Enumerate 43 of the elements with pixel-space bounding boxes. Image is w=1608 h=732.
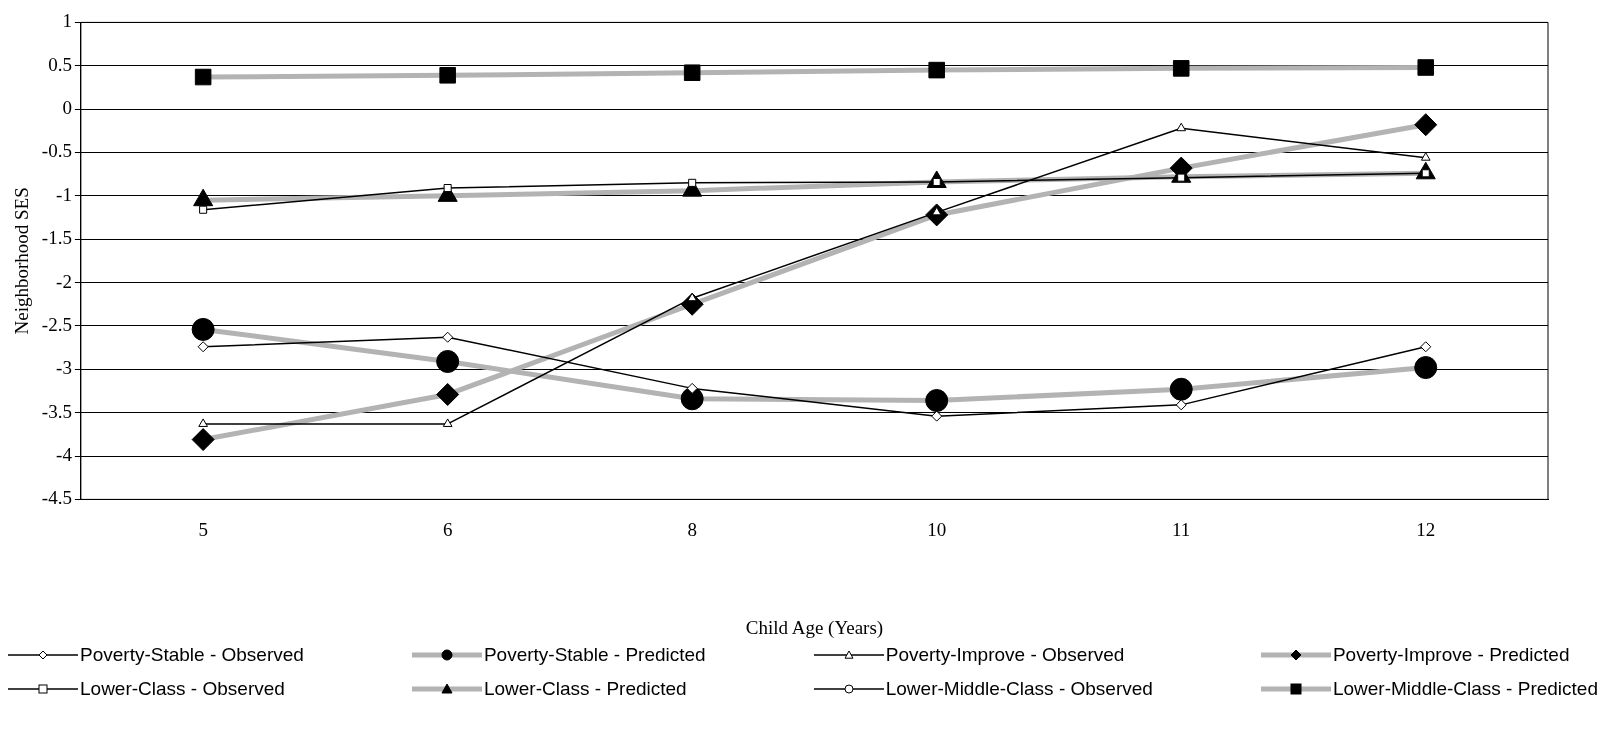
x-axis-title: Child Age (Years)	[745, 616, 884, 639]
point	[1176, 122, 1187, 132]
point	[1420, 341, 1432, 353]
point	[686, 382, 698, 394]
legend-label: Lower-Middle-Class - Predicted	[1332, 678, 1598, 700]
legend-label: Poverty-Stable - Observed	[80, 644, 304, 666]
point	[198, 418, 208, 427]
y-tick-label: 1	[62, 10, 72, 32]
legend-label: Lower-Middle-Class - Observed	[885, 678, 1153, 700]
y-tick-label: -0.5	[41, 140, 72, 162]
point	[931, 410, 943, 422]
x-tick-label: 5	[198, 518, 208, 540]
point	[443, 184, 452, 193]
y-tick-label: -3.5	[41, 400, 72, 422]
point	[442, 418, 453, 427]
x-tick-label: 8	[687, 518, 697, 540]
y-tick-label: -4	[56, 444, 73, 466]
point	[199, 205, 208, 214]
y-tick-label: -1	[56, 183, 72, 205]
y-tick-label: -2	[56, 270, 72, 292]
y-axis-title: Neighborhood SES	[11, 187, 33, 335]
legend-label: Poverty-Improve - Predicted	[1332, 644, 1570, 666]
legend-label: Lower-Class - Observed	[80, 678, 285, 700]
legend-label: Poverty-Improve - Observed	[885, 644, 1125, 666]
y-tick-label: -4.5	[41, 487, 72, 509]
point	[197, 341, 209, 353]
point	[1177, 173, 1186, 182]
point	[688, 178, 697, 187]
x-tick-label: 6	[442, 518, 453, 540]
point	[687, 292, 698, 302]
point	[442, 331, 454, 343]
legend-label: Poverty-Stable - Predicted	[483, 644, 706, 666]
y-tick-label: -1.5	[41, 227, 72, 249]
point	[1420, 152, 1431, 161]
x-tick-label: 11	[1172, 518, 1191, 540]
point	[1175, 399, 1187, 411]
legend-label: Lower-Class - Predicted	[483, 678, 687, 700]
x-tick-label: 10	[927, 518, 947, 540]
x-tick-label: 12	[1416, 518, 1436, 540]
y-tick-label: 0.5	[48, 53, 72, 75]
y-tick-label: -2.5	[41, 313, 72, 335]
y-tick-label: 0	[62, 97, 72, 119]
y-tick-label: -3	[56, 357, 72, 379]
